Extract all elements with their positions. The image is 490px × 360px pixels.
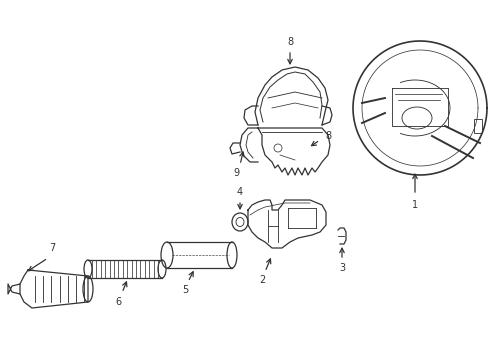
Text: 6: 6: [115, 297, 121, 307]
Text: 7: 7: [49, 243, 55, 253]
Text: 2: 2: [259, 275, 265, 285]
Text: 5: 5: [182, 285, 188, 295]
Bar: [474, 119, 482, 133]
Text: 3: 3: [339, 263, 345, 273]
Text: 1: 1: [412, 200, 418, 210]
Text: 9: 9: [233, 168, 239, 178]
Text: 4: 4: [237, 187, 243, 197]
Text: 8: 8: [287, 37, 293, 47]
Text: 8: 8: [325, 131, 331, 141]
